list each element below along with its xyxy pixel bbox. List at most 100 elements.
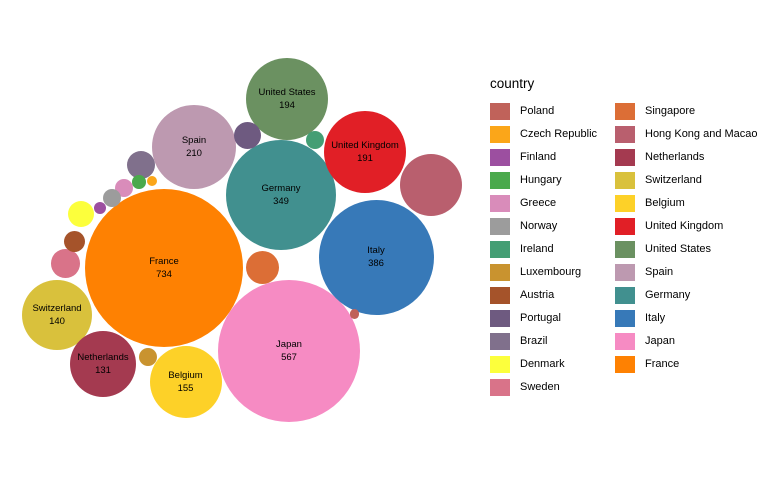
legend-label: Brazil (520, 335, 548, 347)
legend-column-2: Singapore Hong Kong and Macao Netherlands S… (615, 100, 758, 399)
legend-label: Japan (645, 335, 675, 347)
legend-label: Austria (520, 289, 555, 301)
legend-label: Singapore (645, 105, 696, 117)
legend-item-france: France (615, 353, 758, 376)
legend-label: Norway (520, 220, 558, 232)
legend-label: Sweden (520, 381, 560, 393)
legend-item-austria: Austria (490, 284, 615, 307)
legend-swatch-united-kingdom (615, 217, 635, 236)
bubble-united-states: United States 194 (246, 58, 328, 140)
legend-item-sweden: Sweden (490, 376, 615, 399)
bubble-name-label: Belgium (168, 370, 203, 381)
bubble-value-label: 349 (273, 196, 289, 207)
legend-label: Luxembourg (520, 266, 582, 278)
bubble-czech-republic (146, 175, 158, 187)
bubble-name-label: Spain (181, 135, 207, 146)
legend-item-luxembourg: Luxembourg (490, 261, 615, 284)
bubble-name-label: Italy (367, 245, 385, 256)
legend-label: Greece (520, 197, 557, 209)
bubble-value-label: 567 (281, 352, 297, 363)
legend-item-hungary: Hungary (490, 169, 615, 192)
legend-swatch-austria (490, 286, 510, 305)
bubble-name-label: France (149, 256, 179, 267)
legend-label: Ireland (520, 243, 554, 255)
legend-label: Italy (645, 312, 666, 324)
bubble-brazil (127, 150, 155, 179)
legend-item-singapore: Singapore (615, 100, 758, 123)
legend-swatch-sweden (490, 378, 510, 397)
legend-item-united-states: United States (615, 238, 758, 261)
legend-item-czech-republic: Czech Republic (490, 123, 615, 146)
legend-label: Czech Republic (520, 128, 598, 140)
bubble-luxembourg (139, 348, 157, 366)
bubble-value-label: 131 (95, 365, 111, 376)
bubble-value-label: 734 (156, 269, 172, 280)
bubble-austria (63, 230, 85, 252)
legend-swatch-denmark (490, 355, 510, 374)
bubble-hong-kong-and-macao (399, 153, 462, 216)
legend-swatch-greece (490, 194, 510, 213)
legend-swatch-italy (615, 309, 635, 328)
legend-swatch-netherlands (615, 148, 635, 167)
bubble-hungary (132, 175, 146, 189)
bubble-japan: Japan 567 (218, 280, 360, 422)
legend-label: Switzerland (645, 174, 702, 186)
legend-swatch-japan (615, 332, 635, 351)
legend-swatch-spain (615, 263, 635, 282)
legend-item-greece: Greece (490, 192, 615, 215)
bubble-ireland (305, 130, 325, 150)
legend-label: United Kingdom (645, 220, 724, 232)
legend-label: Netherlands (645, 151, 705, 163)
bubble-poland (349, 309, 360, 319)
bubble-value-label: 210 (186, 148, 202, 159)
legend-label: Denmark (520, 358, 565, 370)
legend-label: Portugal (520, 312, 561, 324)
legend-item-united-kingdom: United Kingdom (615, 215, 758, 238)
bubble-name-label: Netherlands (77, 352, 129, 363)
legend-item-netherlands: Netherlands (615, 146, 758, 169)
bubble-value-label: 155 (177, 383, 194, 394)
legend-swatch-brazil (490, 332, 510, 351)
legend-item-brazil: Brazil (490, 330, 615, 353)
bubble-value-label: 191 (357, 153, 373, 164)
legend-item-ireland: Ireland (490, 238, 615, 261)
legend-label: Poland (520, 105, 555, 117)
legend-swatch-france (615, 355, 635, 374)
bubble-italy: Italy 386 (318, 199, 434, 315)
legend-columns: Poland Czech Republic Finland Hungary Greece… (490, 100, 758, 399)
bubble-netherlands: Netherlands 131 (70, 331, 136, 397)
bubble-plot: France 734 Japan 567 Italy 386 Germany 349 Spain… (22, 58, 462, 422)
legend-column-1: Poland Czech Republic Finland Hungary Greece… (490, 100, 615, 399)
bubble-name-label: Japan (276, 339, 302, 350)
legend-label: Spain (645, 266, 674, 278)
legend-item-portugal: Portugal (490, 307, 615, 330)
legend-item-italy: Italy (615, 307, 758, 330)
legend-swatch-norway (490, 217, 510, 236)
bubble-value-label: 386 (368, 258, 384, 269)
legend-swatch-poland (490, 102, 510, 121)
bubble-singapore (245, 250, 279, 284)
legend-swatch-czech-republic (490, 125, 510, 144)
legend-swatch-finland (490, 148, 510, 167)
legend-label: Belgium (645, 197, 685, 209)
bubble-portugal (234, 122, 261, 149)
legend-swatch-belgium (615, 194, 635, 213)
legend-swatch-united-states (615, 240, 635, 259)
legend-item-finland: Finland (490, 146, 615, 169)
legend-item-spain: Spain (615, 261, 758, 284)
bubble-germany: Germany 349 (226, 140, 336, 250)
legend-item-poland: Poland (490, 100, 615, 123)
legend: country Poland Czech Republic Finland Hunga… (490, 76, 758, 399)
bubble-value-label: 194 (279, 100, 295, 111)
legend-swatch-singapore (615, 102, 635, 121)
bubble-sweden (51, 249, 80, 278)
bubble-united-kingdom: United Kingdom 191 (324, 111, 406, 193)
legend-swatch-portugal (490, 309, 510, 328)
legend-swatch-switzerland (615, 171, 635, 190)
legend-item-norway: Norway (490, 215, 615, 238)
bubble-name-label: United Kingdom (331, 140, 399, 151)
bubble-name-label: Switzerland (32, 303, 82, 314)
legend-label: Germany (645, 289, 691, 301)
legend-item-belgium: Belgium (615, 192, 758, 215)
